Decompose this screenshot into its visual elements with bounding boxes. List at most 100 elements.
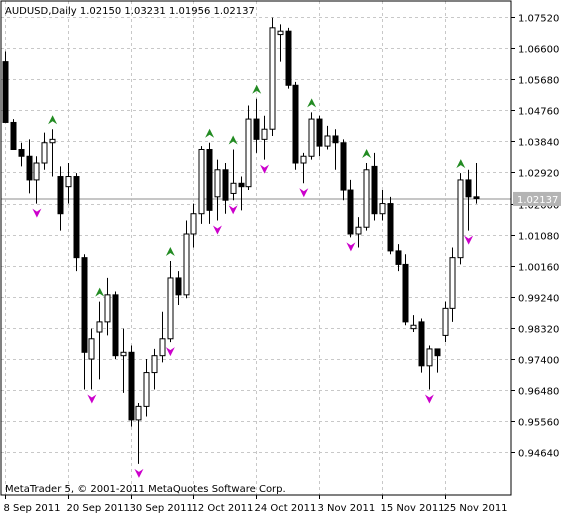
candle [418, 318, 425, 373]
candle-body-bear [18, 148, 25, 157]
fractal-up-icon [252, 84, 262, 94]
candle [222, 163, 229, 214]
candle-body-bear [175, 277, 182, 296]
candle [442, 301, 449, 343]
candle-body-bear [73, 176, 80, 259]
candle [308, 112, 315, 160]
fractal-down-icon [260, 164, 270, 174]
y-tick-label: 0.98320 [518, 325, 559, 336]
candle-body-bull [41, 142, 48, 164]
fractal-down-icon [134, 468, 144, 478]
y-tick-label: 1.02000 [518, 201, 559, 212]
current-price-badge: 1.02137 [513, 191, 561, 206]
y-tick-label: 1.02920 [518, 169, 559, 180]
candle [277, 24, 284, 62]
candle [410, 315, 417, 333]
candle-body-bull [65, 176, 72, 188]
current-price-badge-bg [513, 191, 561, 206]
candle-body-bull [104, 294, 111, 323]
candle [73, 173, 80, 272]
candle [18, 142, 25, 167]
y-tick-label: 1.06600 [518, 45, 559, 56]
candle-body-bear [253, 118, 260, 140]
candle-body-bear [112, 294, 119, 357]
fractal-up-icon [95, 287, 105, 297]
x-tick-label: 25 Nov 2011 [444, 503, 508, 514]
x-tick-label: 30 Sep 2011 [130, 503, 193, 514]
y-tick-label: 1.07520 [518, 14, 559, 25]
y-tick-label: 1.04760 [518, 107, 559, 118]
candle-body-bull [151, 355, 158, 374]
candle [49, 129, 56, 177]
candle [426, 345, 433, 390]
candle-body-bull [379, 203, 386, 215]
candle [33, 156, 40, 204]
candle [183, 220, 190, 299]
candle-body-bull [457, 179, 464, 259]
y-tick-label: 1.00160 [518, 263, 559, 274]
candle [347, 179, 354, 238]
fractal-up-icon [228, 135, 238, 145]
fractal-arrows [32, 84, 474, 478]
candle-body-bear [238, 182, 245, 188]
candle-body-bear [347, 189, 354, 235]
candle-body-bull [324, 135, 331, 147]
candle [387, 196, 394, 255]
fractal-up-icon [362, 149, 372, 159]
candle-body-bear [371, 165, 378, 215]
fractal-up-icon [456, 159, 466, 169]
y-tick-label: 0.99240 [518, 294, 559, 305]
candle [128, 345, 135, 427]
candle [143, 359, 150, 417]
x-tick-label: 15 Nov 2011 [381, 503, 445, 514]
candle [457, 173, 464, 265]
candle [135, 402, 142, 464]
candle [324, 125, 331, 150]
candle-body-bear [473, 196, 480, 200]
y-tick-label: 0.94640 [518, 449, 559, 460]
candle-body-bear [418, 321, 425, 367]
candle-body-bear [332, 135, 339, 144]
y-tick-label: 0.97400 [518, 356, 559, 367]
candle [10, 119, 17, 150]
fractal-down-icon [87, 394, 97, 404]
candle [41, 132, 48, 170]
candle [2, 51, 9, 123]
candle [473, 163, 480, 204]
candle-body-bull [96, 321, 103, 333]
candle-body-bear [340, 142, 347, 191]
candle [26, 139, 33, 194]
candle [214, 159, 221, 221]
fractal-up-icon [48, 115, 58, 125]
candle-body-bear [292, 84, 299, 164]
chart-title: AUDUSD,Daily 1.02150 1.03231 1.01956 1.0… [5, 6, 255, 17]
candle-body-bear [206, 148, 213, 211]
candle-body-bull [143, 372, 150, 407]
candle-body-bull [261, 128, 268, 140]
candle [292, 81, 299, 170]
candle [112, 291, 119, 360]
candle [159, 311, 166, 363]
copyright-text: MetaTrader 5, © 2001-2011 MetaQuotes Sof… [5, 484, 286, 495]
x-tick-label: 3 Nov 2011 [318, 503, 376, 514]
candle-body-bull [33, 162, 40, 181]
candle [355, 217, 362, 248]
candle-body-bear [57, 176, 64, 215]
candle-body-bull [230, 182, 237, 194]
candle [120, 328, 127, 393]
candle [57, 166, 64, 231]
fractal-down-icon [464, 235, 474, 245]
candle-body-bear [128, 351, 135, 421]
candle-body-bear [316, 118, 323, 147]
plot-frame [0, 0, 512, 496]
x-tick-label: 8 Sep 2011 [4, 503, 61, 514]
candle-body-bull [183, 233, 190, 296]
candle [300, 152, 307, 184]
candle [371, 152, 378, 221]
candle-body-bull [410, 324, 417, 330]
y-tick-label: 0.96480 [518, 387, 559, 398]
candles [2, 17, 480, 464]
candle-body-bull [190, 213, 197, 235]
